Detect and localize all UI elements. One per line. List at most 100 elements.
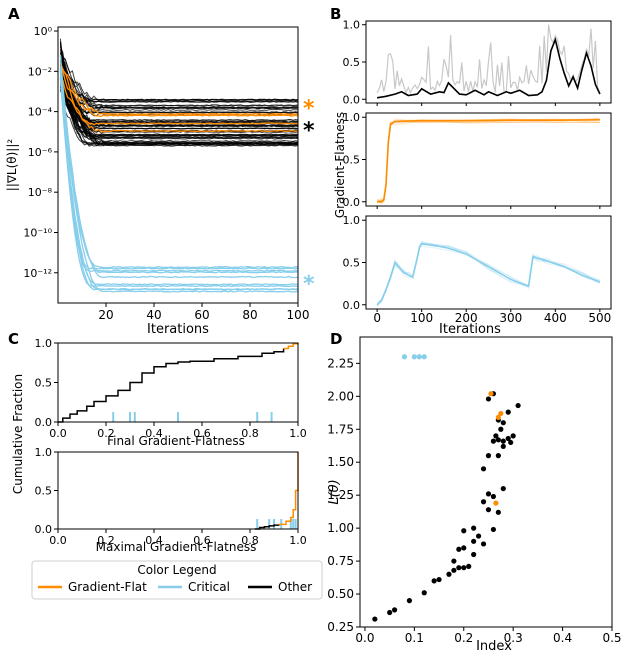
panel-b-mean-line xyxy=(376,36,601,99)
panel-d-point-other xyxy=(510,433,516,439)
panel-b-frame xyxy=(365,215,612,310)
panel-b-spread-line xyxy=(376,117,600,204)
panel-d-point-other xyxy=(500,485,506,492)
panel-d-point-other xyxy=(490,438,497,444)
panel-a-line-critical xyxy=(59,54,298,291)
panel-d-ytick-label: 0.25 xyxy=(327,620,354,634)
panel-d-point-critical xyxy=(401,354,408,360)
panel-a-line-other xyxy=(59,79,298,137)
panel-d-point-gradient-flat xyxy=(498,410,504,417)
panel-label-b: B xyxy=(330,5,341,23)
panel-a-line-other xyxy=(59,72,298,114)
panel-b-ytick-label: 0.5 xyxy=(343,56,361,69)
panel-label-d: D xyxy=(330,330,342,348)
panel-d-point-other xyxy=(508,439,514,446)
panel-a-frame xyxy=(57,26,299,304)
panel-a-ytick-label: 10⁻⁴ xyxy=(28,106,53,119)
panel-d-xlabel: Index xyxy=(476,639,512,654)
panel-a-line-other xyxy=(60,68,298,111)
panel-b-xtick-label: 400 xyxy=(544,311,567,325)
panel-a-line-other xyxy=(59,72,298,103)
panel-a-line-other xyxy=(59,49,298,107)
panel-d-point-critical xyxy=(411,354,417,360)
panel-c-frame xyxy=(57,451,299,530)
panel-b-spread-line xyxy=(376,242,601,307)
panel-a-ytick-label: 10⁻² xyxy=(28,65,52,78)
panel-d-point-other xyxy=(493,433,499,439)
panel-d-point-gradient-flat xyxy=(488,391,494,397)
panel-b-ytick-label: 0.5 xyxy=(343,257,361,270)
panel-a-line-other xyxy=(59,81,298,137)
panel-b-subplot-other: 0.0 0.5 1.0 xyxy=(343,19,612,106)
panel-a-line-other xyxy=(60,90,298,111)
panel-c-bottom-xlabel: Maximal Gradient-Flatness xyxy=(96,540,257,554)
panel-c-ytick-label: 0.0 xyxy=(35,416,53,429)
panel-a-ytick-label: 10⁻⁸ xyxy=(28,186,53,199)
panel-d-point-other xyxy=(485,507,492,513)
panel-c-cdf-flat xyxy=(283,343,299,350)
panel-a-xtick-label: 20 xyxy=(98,308,113,322)
panel-b-ytick-label: 1.0 xyxy=(343,19,361,32)
panel-d-point-other xyxy=(515,402,521,409)
panel-a-line-critical xyxy=(59,72,298,269)
panel-d-point-gradient-flat xyxy=(495,414,501,421)
panel-b-ytick-label: 1.0 xyxy=(343,214,361,227)
panel-c-ytick-label: 1.0 xyxy=(35,446,53,459)
panel-d-point-other xyxy=(421,590,427,596)
panel-b-spread-line xyxy=(377,119,600,202)
panel-a-line-other xyxy=(59,43,298,102)
panel-a-xtick-label: 40 xyxy=(146,308,161,322)
panel-d-xtick-label: 0.4 xyxy=(553,631,572,645)
panel-d-ytick-label: 0.50 xyxy=(327,587,354,601)
panel-c-xtick-label: 1.0 xyxy=(289,427,307,440)
panel-d-point-other xyxy=(485,453,492,459)
panel-d-point-other xyxy=(466,563,472,569)
panel-b-ytick-label: 0.0 xyxy=(343,196,361,209)
panel-d: 0.0 0.1 0.2 0.3 0.4 0.5 0.25 0.50 0.75 1.00 1.25 1.… xyxy=(327,336,622,654)
panel-d-point-other xyxy=(505,435,511,442)
panel-a-ytick-label: 10⁰ xyxy=(34,25,53,38)
panel-a-line-flat xyxy=(59,62,298,116)
panel-b-subplot-flat: 0.0 0.5 1.0 xyxy=(343,111,612,209)
panel-b-xtick-label: 500 xyxy=(588,311,611,325)
panel-d-xtick-label: 0.2 xyxy=(454,631,473,645)
panel-c-ylabel: Cumulative Fraction xyxy=(11,374,25,494)
panel-d-point-other xyxy=(436,576,442,583)
panel-d-point-other xyxy=(451,567,457,573)
panel-d-point-other xyxy=(446,571,452,577)
panel-a-line-critical xyxy=(59,71,298,272)
panel-d-ytick-label: 2.25 xyxy=(327,356,354,370)
panel-a-line-other xyxy=(60,63,298,103)
panel-a-xtick-label: 80 xyxy=(242,308,257,322)
panel-d-point-other xyxy=(480,466,487,472)
panel-a-ytick-label: 10⁻⁶ xyxy=(28,146,53,159)
panel-d-scatter: 0.0 0.1 0.2 0.3 0.4 0.5 0.25 0.50 0.75 1.00 1.25 1.… xyxy=(327,336,622,645)
panel-b-ytick-label: 0.0 xyxy=(343,299,361,312)
legend-label-flat: Gradient-Flat xyxy=(68,580,147,594)
panel-d-point-other xyxy=(471,551,477,558)
legend-label-critical: Critical xyxy=(188,580,230,594)
panel-a-line-other xyxy=(59,41,298,122)
panel-d-point-other xyxy=(480,541,487,547)
panel-c-xtick-label: 0.8 xyxy=(241,427,259,440)
panel-d-point-other xyxy=(461,528,467,534)
panel-a-marker-critical: * xyxy=(303,272,315,297)
panel-a-line-other xyxy=(59,46,298,114)
panel-a-line-flat xyxy=(59,65,298,133)
panel-a-ylabel: ||∇L(θ)||² xyxy=(5,139,19,192)
panel-d-ytick-label: 1.00 xyxy=(327,521,354,535)
panel-a-line-other xyxy=(59,57,298,129)
panel-a-marker-other: * xyxy=(303,119,315,144)
panel-d-point-other xyxy=(505,409,511,415)
panel-b-spread-line xyxy=(376,242,601,305)
panel-d-ytick-label: 0.75 xyxy=(327,554,354,568)
panel-a-series-lines xyxy=(59,38,298,293)
panel-d-xtick-label: 0.1 xyxy=(405,631,424,645)
panel-d-point-other xyxy=(372,616,378,622)
panel-b-ytick-label: 1.0 xyxy=(343,111,361,124)
panel-a-line-other xyxy=(59,86,298,139)
panel-d-point-critical xyxy=(421,354,427,360)
panel-d-ytick-label: 1.50 xyxy=(327,455,354,469)
panel-b-spread-line xyxy=(376,118,600,201)
panel-d-xtick-label: 0.3 xyxy=(504,631,523,645)
